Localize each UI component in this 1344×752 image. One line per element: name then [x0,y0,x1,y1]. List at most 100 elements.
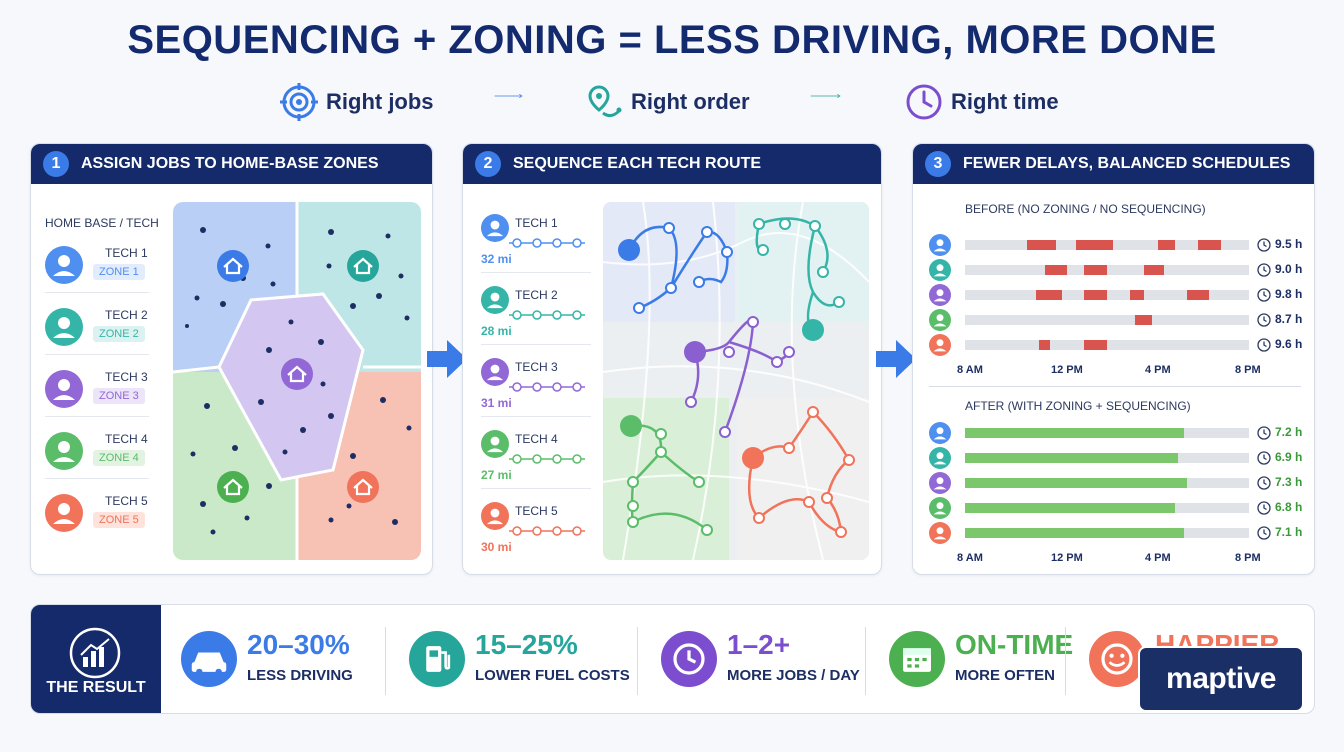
tech-name: TECH 5 [515,504,558,518]
delay-segment [1197,240,1221,250]
delay-segment [1036,290,1062,300]
clock-icon [661,631,717,687]
panel-assign-zones: 1 ASSIGN JOBS TO HOME-BASE ZONES HOME BA… [30,143,433,575]
avatar [481,430,509,458]
tech-name: TECH 4 [515,432,558,446]
stat-divider [1065,627,1066,695]
after-label: AFTER (WITH ZONING + SEQUENCING) [965,399,1191,413]
schedule-bar-after [965,428,1249,438]
clock-icon [1257,238,1271,252]
tech-name: TECH 1 [105,246,148,260]
work-fill [965,478,1187,488]
panel-header: 2 SEQUENCE EACH TECH ROUTE [463,144,881,184]
row-divider [481,488,591,489]
panel-subtitle: HOME BASE / TECH [45,216,159,230]
delay-segment [1044,265,1068,275]
clock-icon [1257,263,1271,277]
avatar [929,309,951,331]
result-label-block: THE RESULT [31,605,161,713]
divider [929,386,1301,387]
home-icon [281,358,313,390]
stat-label: LESS DRIVING [247,667,353,684]
row-divider [45,354,149,355]
hours-label: 6.9 h [1275,450,1303,464]
clock-icon [906,84,942,120]
tech-row: TECH 2 ZONE 2 [45,298,185,360]
tech-name: TECH 5 [105,494,148,508]
avatar [929,447,951,469]
stat-value: 1–2+ [727,629,791,660]
schedule-bar-before [965,290,1249,300]
tech-route-row: TECH 1 32 mi [481,214,601,280]
delay-segment [1084,265,1107,275]
tech-route-row: TECH 4 27 mi [481,430,601,496]
axis-tick: 4 PM [1145,364,1171,376]
arrow-right-icon [494,94,523,98]
tech-name: TECH 3 [515,360,558,374]
home-icon [217,471,249,503]
zone-tag: ZONE 1 [93,264,145,280]
flow-label: Right order [631,89,750,114]
tech-name: TECH 2 [515,288,558,302]
axis-tick: 12 PM [1051,364,1083,376]
hours-label: 8.7 h [1275,312,1303,326]
arrow-right-icon [810,94,841,98]
tech-row: TECH 1 ZONE 1 [45,236,185,298]
tech-route-row: TECH 5 30 mi [481,502,601,568]
delay-segment [1129,290,1144,300]
zone-tag: ZONE 5 [93,512,145,528]
home-icon [347,471,379,503]
route-sequence [509,310,585,320]
arrow-right-icon [876,340,916,378]
avatar [45,432,83,470]
tech-name: TECH 3 [105,370,148,384]
home-icon [618,239,640,261]
stat-value: 15–25% [475,629,578,660]
avatar [929,259,951,281]
axis-tick: 8 AM [957,552,983,564]
stat-value: ON-TIME [955,629,1074,660]
avatar [481,214,509,242]
row-divider [481,344,591,345]
avatar [929,522,951,544]
row-divider [45,478,149,479]
clock-icon [1257,313,1271,327]
stat-label: MORE JOBS / DAY [727,667,860,684]
row-divider [481,416,591,417]
schedule-bar-before [965,340,1249,350]
hours-label: 9.6 h [1275,337,1303,351]
tech-name: TECH 1 [515,216,558,230]
home-icon [620,415,642,437]
axis-tick: 8 PM [1235,364,1261,376]
schedule-bar-after [965,503,1249,513]
step-number: 1 [43,151,69,177]
delay-segment [1186,290,1210,300]
flow-step-right-jobs: Right jobs [280,82,434,122]
avatar [45,494,83,532]
route-miles: 30 mi [481,540,512,554]
delay-segment [1084,290,1107,300]
axis-tick: 4 PM [1145,552,1171,564]
avatar [929,234,951,256]
stat-divider [385,627,386,695]
stat-divider [637,627,638,695]
panel-title: SEQUENCE EACH TECH ROUTE [513,155,762,172]
row-divider [45,292,149,293]
stat-value: 20–30% [247,629,350,660]
delay-segment [1143,265,1164,275]
route-miles: 28 mi [481,324,512,338]
step-number: 2 [475,151,501,177]
panel-schedules: 3 FEWER DELAYS, BALANCED SCHEDULES BEFOR… [912,143,1315,575]
delay-segment [1135,315,1153,325]
smile-icon [1089,631,1145,687]
schedule-bar-after [965,453,1249,463]
zone-tag: ZONE 3 [93,388,145,404]
tech-route-row: TECH 2 28 mi [481,286,601,352]
hours-label: 9.5 h [1275,237,1303,251]
work-fill [965,453,1178,463]
route-miles: 32 mi [481,252,512,266]
route-sequence [509,238,585,248]
axis-tick: 8 PM [1235,552,1261,564]
delay-segment [1075,240,1113,250]
clock-icon [1257,338,1271,352]
